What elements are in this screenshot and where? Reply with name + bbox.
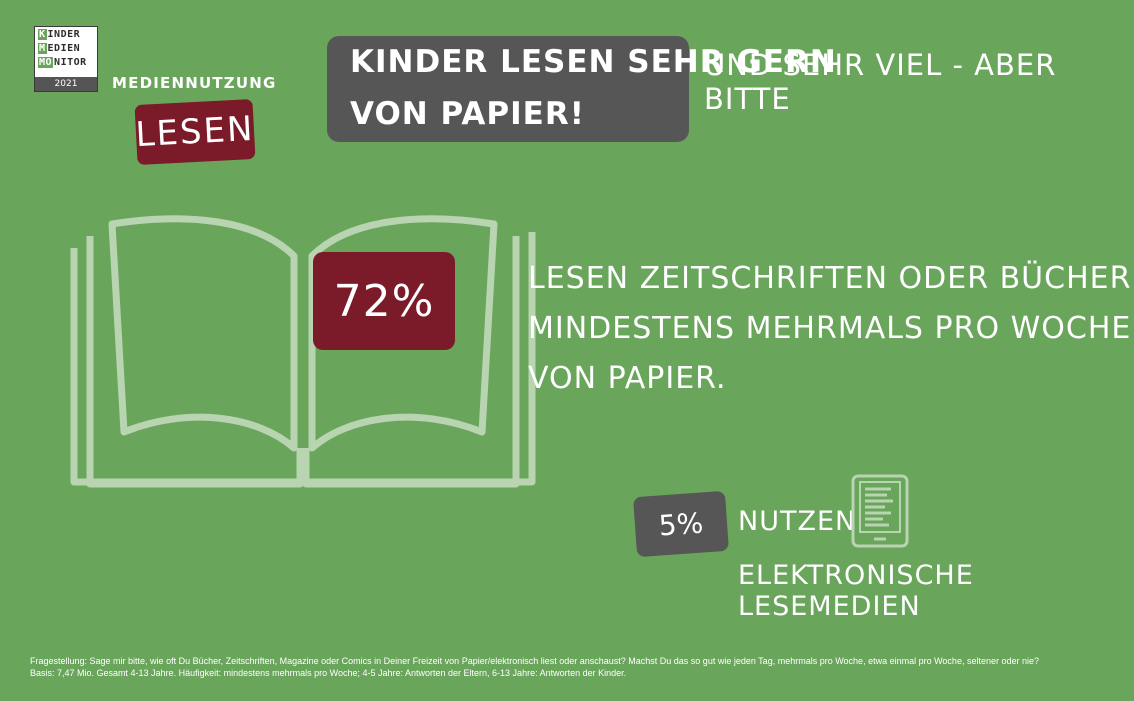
logo-year: 2021 [35, 77, 97, 91]
category-label: MEDIENNUTZUNG [112, 74, 277, 92]
logo-initial: K [38, 28, 47, 40]
main-stat-text: LESEN ZEITSCHRIFTEN ODER BÜCHER MINDESTE… [528, 254, 1132, 404]
logo-initial: M [38, 42, 47, 54]
logo-text: EDIEN [47, 42, 81, 54]
main-stat-line: LESEN ZEITSCHRIFTEN ODER BÜCHER [528, 261, 1132, 296]
secondary-stat-badge: 5% [633, 490, 729, 558]
main-stat-badge: 72% [313, 252, 455, 350]
headline-end: VON PAPIER! [350, 96, 585, 132]
logo-text: NITOR [54, 56, 87, 68]
topic-badge: LESEN [134, 98, 256, 166]
main-stat-line: VON PAPIER. [528, 361, 727, 396]
kinder-medien-monitor-logo: K INDER M EDIEN MO NITOR 2021 [34, 26, 98, 92]
ereader-icon [851, 474, 909, 548]
logo-initial: MO [38, 56, 54, 68]
secondary-stat-line: NUTZEN [738, 506, 857, 537]
headline-highlight: KINDER LESEN SEHR GERN [350, 44, 837, 80]
headline-continuation: UND SEHR VIEL - ABER BITTE [704, 48, 1057, 116]
headline-box [327, 36, 689, 142]
logo-text: INDER [47, 28, 81, 40]
footnote-question: Fragestellung: Sage mir bitte, wie oft D… [30, 656, 1039, 666]
main-stat-line: MINDESTENS MEHRMALS PRO WOCHE [528, 311, 1132, 346]
footnote: Fragestellung: Sage mir bitte, wie oft D… [30, 655, 1120, 679]
secondary-stat-line: ELEKTRONISCHE LESEMEDIEN [738, 560, 974, 622]
footnote-basis: Basis: 7,47 Mio. Gesamt 4-13 Jahre. Häuf… [30, 668, 627, 678]
open-book-icon [70, 215, 536, 488]
